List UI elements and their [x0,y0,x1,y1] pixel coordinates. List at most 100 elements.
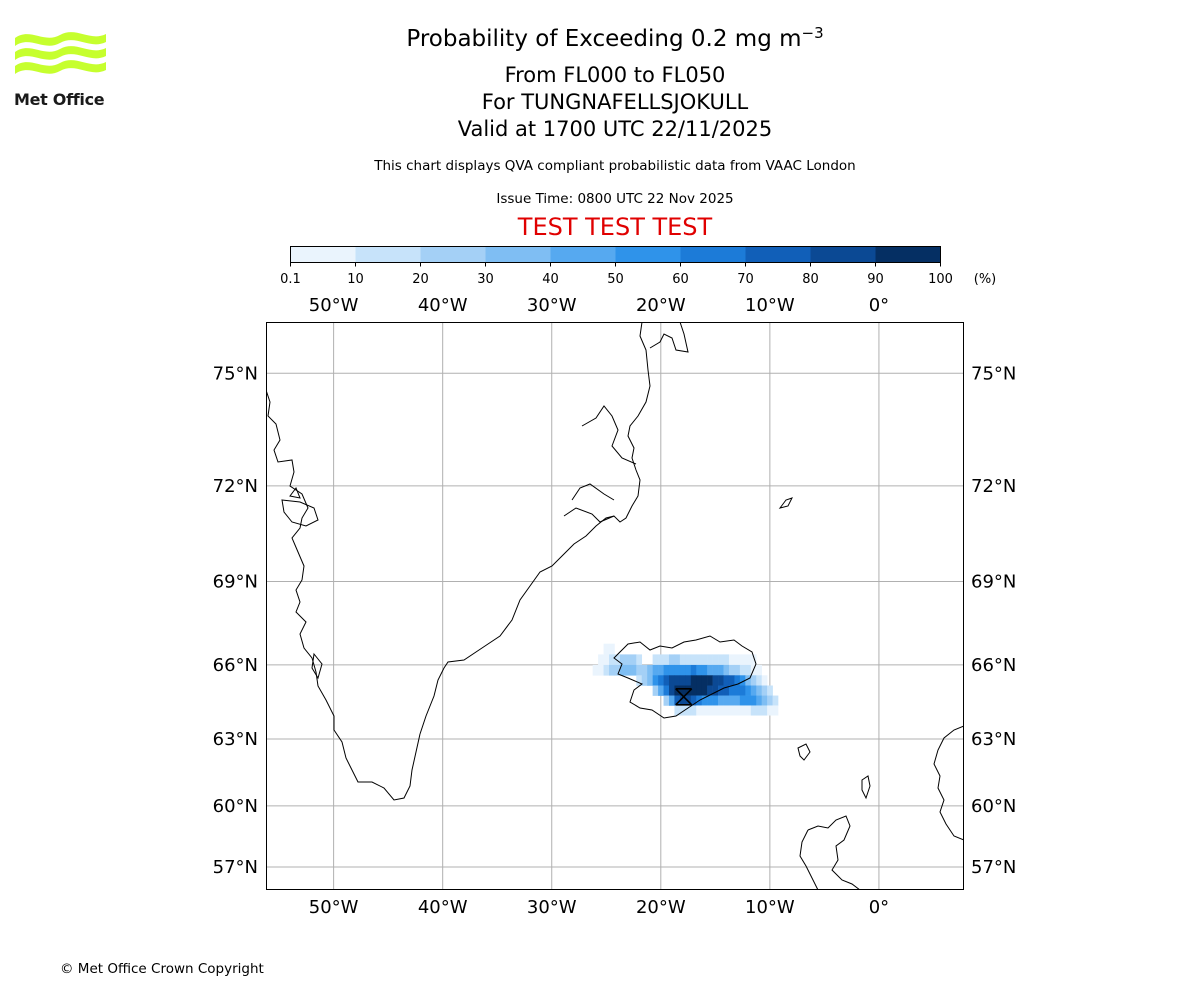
volcano-symbol [675,688,693,706]
plume-cell [761,685,768,696]
plume-cell [750,705,757,716]
plume-cell [636,675,643,686]
plume-cell [609,664,615,676]
plume-cell [609,654,615,666]
plume-cell [745,695,752,706]
plume-cell [636,654,643,666]
plume-cell [619,664,626,676]
plume-cell [696,685,703,696]
lon-label-bottom: 30°W [527,897,577,918]
plume-cell [728,675,735,686]
plume-cell [701,654,708,666]
plume-cell [685,654,692,666]
plume-cell [668,675,675,686]
lon-label-top: 50°W [309,295,359,316]
plume-cell [772,705,779,716]
lat-label-right: 75°N [971,363,1016,384]
lat-label-left: 66°N [213,655,258,676]
plume-cell [712,695,719,706]
plume-cell [598,654,604,666]
plume-cell [652,675,659,686]
plume-cell [701,685,708,696]
map-frame [266,322,964,890]
plume-cell [658,685,664,696]
plume-cell [707,685,713,696]
plume-cell [636,664,643,676]
plume-cell [658,664,664,676]
plume-cell [696,705,703,716]
plume-cell [756,705,762,716]
plume-cell [707,705,713,716]
plume-cell [712,685,719,696]
plume-cell [614,654,621,666]
colorbar-tick-label: 90 [867,272,884,287]
plume-cell [756,675,762,686]
plume-cell [679,695,686,706]
colorbar-swatch [355,246,421,263]
plume-cell [663,654,670,666]
plume-cell [663,695,670,706]
plume-cell [592,664,599,676]
colorbar-swatch [485,246,551,263]
title-text: Probability of Exceeding 0.2 mg m [406,26,802,52]
lat-label-left: 57°N [213,857,258,878]
lon-label-bottom: 50°W [309,897,359,918]
colorbar-swatch [810,246,876,263]
plume-cell [674,654,681,666]
map: 50°W 40°W 30°W 20°W 10°W 0° 50°W 40°W 30°W 20°W 1… [213,295,1017,918]
plume-cell [663,685,670,696]
plume-cell [696,675,703,686]
plume-cell [745,705,752,716]
plume-cell [767,695,773,706]
plume-cell [690,705,697,716]
plume-cell [750,685,757,696]
plume-cell [756,695,762,706]
lon-label-top: 30°W [527,295,577,316]
lon-label-bottom: 0° [869,897,889,918]
colorbar-tick-label: 30 [477,272,494,287]
plume-cell [750,675,757,686]
coastline-northeast-greenland [649,322,689,353]
plume-cell [707,664,713,676]
issue-time: Issue Time: 0800 UTC 22 Nov 2025 [496,191,734,207]
plume-cell [734,685,741,696]
plume-cell [668,695,675,706]
plume-cell [679,664,686,676]
test-banner: TEST TEST TEST [517,213,713,241]
plume-cell [723,705,730,716]
coastline-faroe-islands [797,743,811,761]
colorbar-unit: (%) [974,272,997,287]
lat-label-left: 63°N [213,729,258,750]
lat-label-right: 57°N [971,857,1016,878]
plume-cell [663,675,670,686]
plume-cell [609,643,615,655]
plume-cell [679,654,686,666]
plume-cell [690,675,697,686]
coastline-greenland-west [266,389,421,801]
disclaimer: This chart displays QVA compliant probab… [374,158,856,174]
plume-cell [761,695,768,706]
plume-cell [685,705,692,716]
plume-cell [668,685,675,696]
plume-cell [728,664,735,676]
plume-cell [652,664,659,676]
lat-label-left: 75°N [213,363,258,384]
plume-cell [739,695,746,706]
colorbar-tick-label: 60 [672,272,689,287]
plume-cell [641,664,648,676]
coastline-norway [933,725,964,841]
lat-label-right: 72°N [971,476,1016,497]
plume-cell [734,664,741,676]
colorbar-tick-label: 70 [737,272,754,287]
lat-label-right: 63°N [971,729,1016,750]
plume-cell [734,675,741,686]
plume-cell [772,695,779,706]
lat-label-right: 66°N [971,655,1016,676]
colorbar-tick-label: 40 [542,272,559,287]
plume-cell [745,685,752,696]
plume-cell [701,675,708,686]
plume-cell [625,654,632,666]
plume-cell [761,705,768,716]
lat-label-right: 69°N [971,572,1016,593]
colorbar-swatch [680,246,746,263]
